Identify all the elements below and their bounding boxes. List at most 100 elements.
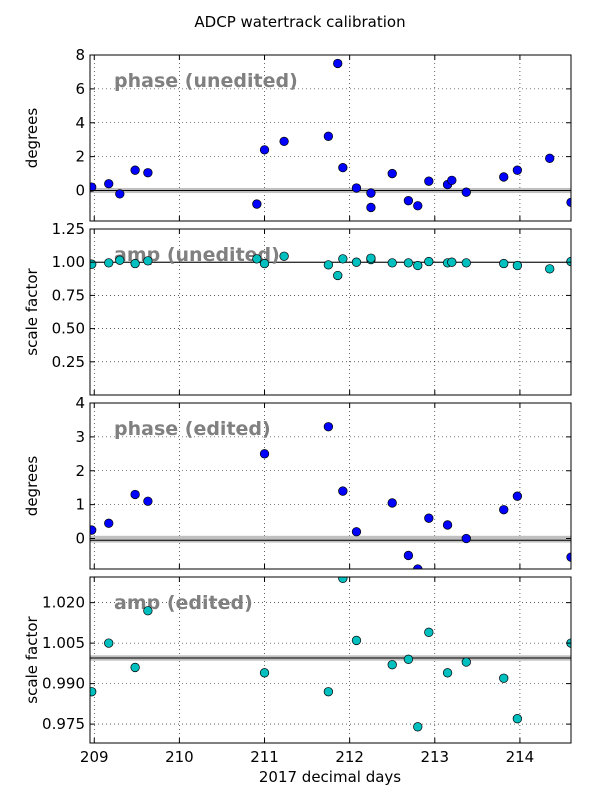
plot-area [90,229,571,395]
y-axis-label: degrees [23,456,41,517]
data-point [424,513,434,523]
data-point [442,668,453,678]
data-point [143,606,153,616]
panel-annotation: amp (unedited) [114,244,280,266]
data-point [499,258,509,269]
y-tick-label: 6 [75,80,85,98]
series-points [90,251,571,281]
data-point [499,505,509,515]
data-point [259,145,270,155]
series-points [90,58,571,213]
data-point [323,131,334,141]
data-point [351,527,362,537]
data-point [424,627,434,637]
data-point [323,422,334,432]
data-point [104,518,114,528]
data-point [259,668,270,678]
data-point [351,635,362,646]
data-point [413,722,423,732]
y-tick-label: 0.25 [52,353,85,371]
data-point [461,533,471,544]
data-point [90,687,97,697]
y-tick-label: 4 [75,114,85,132]
chart-title: ADCP watertrack calibration [194,13,405,31]
data-point [413,260,423,271]
x-tick-label: 209 [80,748,109,766]
data-point [338,162,348,173]
data-point [130,662,140,673]
data-point [279,251,289,261]
data-point [566,256,571,267]
data-point [366,188,376,198]
x-axis-label: 2017 decimal days [259,768,401,786]
data-point [447,257,457,267]
y-tick-label: 4 [75,394,85,412]
x-tick-label: 213 [420,748,449,766]
y-tick-label: 0 [75,530,85,548]
y-tick-label: 0.75 [52,286,85,304]
data-point [115,255,125,265]
data-point [424,176,434,186]
panel-annotation: phase (unedited) [114,70,298,92]
data-point [442,520,453,530]
data-point [351,257,362,267]
data-point [333,270,343,281]
y-tick-label: 1.020 [42,594,85,612]
data-point [90,182,97,192]
panel-frame [89,228,572,396]
panel-1: phase (unedited) 0 2 4 6 8 degrees [23,46,572,222]
data-point [104,638,114,648]
data-point [499,172,509,182]
series-points [90,422,571,569]
data-point [366,202,376,213]
data-point [545,264,555,274]
panel-2: amp (unedited) 0.25 0.50 0.75 1.00 1.25 scale … [23,220,572,396]
panel-frame [89,576,572,744]
y-tick-label: 0.50 [52,320,85,338]
y-tick-label: 0 [75,182,85,200]
data-point [90,525,97,535]
data-point [387,258,397,268]
panel-annotation: phase (edited) [114,418,271,440]
y-tick-label: 1.00 [52,253,85,271]
data-point [252,199,262,209]
data-point [387,660,397,670]
y-tick-label: 1.25 [52,220,85,238]
data-point [545,153,555,163]
data-point [279,136,289,147]
x-tick-label: 214 [506,748,535,766]
y-tick-label: 2 [75,148,85,166]
data-point [366,253,376,263]
data-point [323,687,334,697]
y-axis-label: degrees [23,108,41,169]
y-tick-label: 0.990 [42,675,85,693]
x-tick-label: 210 [165,748,194,766]
y-axis-label: scale factor [23,267,41,355]
data-point [104,179,114,189]
data-point [338,254,348,264]
data-point [130,258,140,269]
data-point [447,175,457,185]
series-points [90,577,571,732]
data-point [115,189,125,199]
data-point [512,714,523,724]
y-tick-label: 1.005 [42,634,85,652]
data-point [413,564,423,569]
data-point [143,496,153,506]
data-point [403,550,414,561]
panel-frame [89,402,572,570]
x-tick-label: 211 [250,748,279,766]
data-point [259,449,270,459]
data-point [259,258,270,269]
data-point [351,183,362,193]
data-point [424,256,434,267]
data-point [499,673,509,683]
panels: phase (unedited) 0 2 4 6 8 degrees amp (unedite… [23,46,572,766]
data-point [566,197,571,208]
y-axis-label: scale factor [23,615,41,703]
data-point [387,168,397,179]
x-tick-label: 212 [335,748,364,766]
data-point [512,491,523,501]
